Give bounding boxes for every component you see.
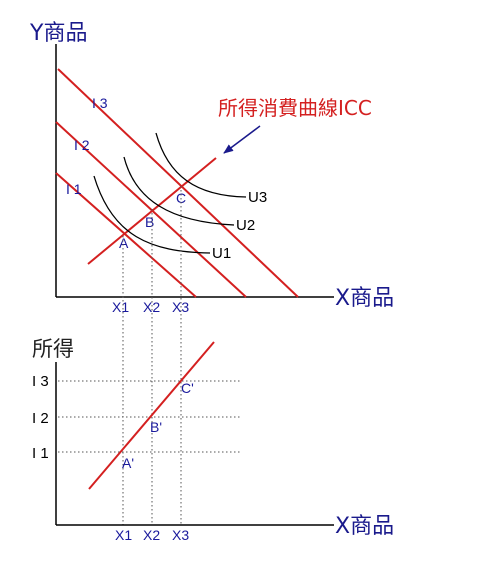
budget-line-i1 [55,172,197,298]
icc-label: 所得消費曲線ICC [218,96,372,120]
point-label-b: B [145,214,154,230]
top-income-label-i2: I 2 [74,137,90,153]
bottom-income-label-i3: I 3 [32,373,49,390]
bottom-income-label-i2: I 2 [32,410,49,427]
budget-line-i3 [57,68,299,298]
top-y-axis-label: Y商品 [29,21,87,46]
point-label-b-prime: B' [150,419,162,435]
icc-line [87,157,217,265]
top-income-label-i1: I 1 [66,181,82,197]
utility-label-u3: U3 [248,189,267,206]
budget-line-i2 [55,121,247,298]
top-x-axis-label: X商品 [335,286,394,311]
indifference-curve-u1 [93,175,211,254]
bottom-x-tick-x1: X1 [115,527,132,543]
bottom-income-label-i1: I 1 [32,445,49,462]
top-x-tick-x1: X1 [112,299,129,315]
utility-label-u1: U1 [212,245,231,262]
engel-line [88,341,215,490]
bottom-y-axis-label: 所得 [32,337,74,361]
point-label-a: A [119,235,129,251]
top-panel: Y商品 X商品 所得消費曲線ICC I 1 I 2 I 3 U1 U2 U3 A… [29,21,394,315]
top-income-label-i3: I 3 [92,95,108,111]
utility-label-u2: U2 [236,217,255,234]
point-label-c-prime: C' [181,380,194,396]
icc-arrow [223,125,261,154]
bottom-panel: 所得 X商品 I 3 I 2 I 1 A' B' C' X1 X2 X3 [32,337,394,543]
point-label-a-prime: A' [122,455,134,471]
bottom-x-tick-x2: X2 [143,527,160,543]
indifference-curve-u2 [123,156,235,226]
bottom-x-tick-x3: X3 [172,527,189,543]
bottom-x-axis-label: X商品 [335,514,394,539]
top-x-tick-x2: X2 [143,299,160,315]
indifference-curve-u3 [155,132,247,198]
